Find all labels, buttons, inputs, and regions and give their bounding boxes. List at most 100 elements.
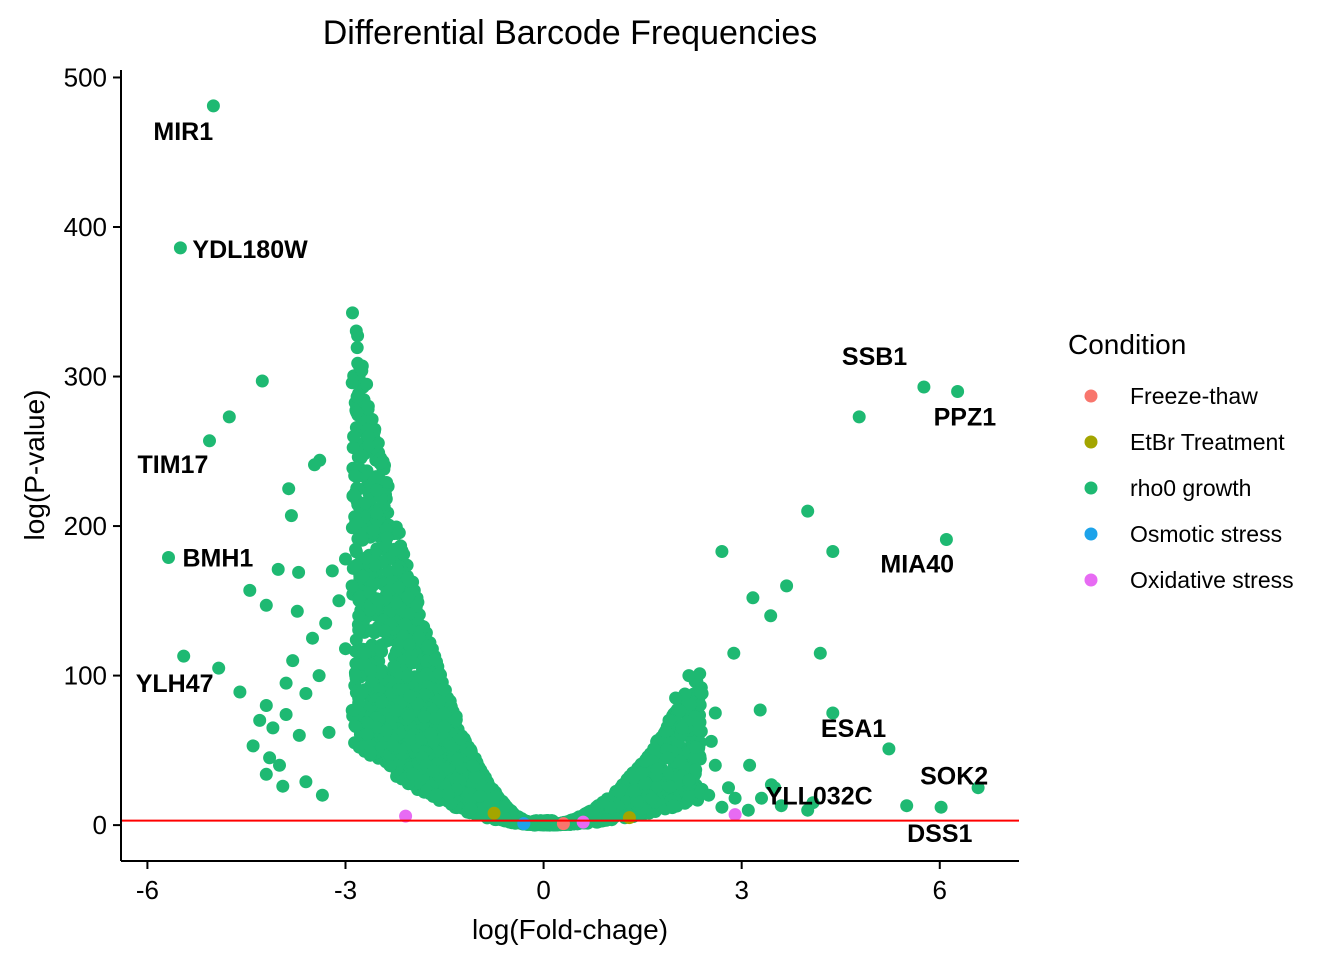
data-point	[364, 663, 378, 677]
y-tick-label: 400	[64, 212, 107, 242]
data-point	[464, 802, 478, 816]
plot-area: MIR1 YDL180W TIM17 BMH1 YLH47 SSB1 PPZ1 MIA40 ES…	[121, 99, 1019, 848]
data-point	[332, 594, 346, 608]
data-point	[537, 815, 551, 829]
data-point	[349, 559, 363, 572]
gene-label: YDL180W	[192, 236, 308, 264]
data-point	[401, 590, 415, 604]
labeled-data-point	[951, 385, 965, 398]
data-point	[319, 616, 333, 630]
data-point	[437, 682, 451, 696]
data-point	[852, 410, 866, 424]
data-point	[375, 695, 389, 709]
data-point	[421, 639, 435, 653]
legend-label: EtBr Treatment	[1130, 429, 1285, 455]
gene-label: MIA40	[880, 551, 954, 579]
data-point	[663, 780, 677, 794]
data-point	[689, 740, 702, 754]
data-point	[464, 745, 478, 759]
labeled-data-point	[917, 380, 931, 394]
data-point	[645, 792, 659, 806]
data-point	[361, 717, 375, 731]
data-point	[715, 545, 729, 558]
data-point	[728, 808, 742, 822]
data-point	[360, 727, 374, 741]
data-point	[346, 441, 360, 455]
data-point	[487, 806, 501, 820]
legend-key	[1084, 527, 1098, 541]
data-point	[355, 686, 369, 699]
data-point	[403, 689, 417, 703]
data-point	[688, 750, 702, 764]
labeled-data-point	[900, 799, 914, 813]
data-point	[347, 703, 361, 717]
data-point	[693, 667, 707, 681]
data-point	[349, 720, 363, 733]
data-point	[367, 524, 381, 537]
legend-label: rho0 growth	[1130, 475, 1251, 501]
data-point	[728, 791, 742, 805]
data-point	[402, 638, 416, 652]
data-point	[404, 732, 418, 746]
data-point	[660, 766, 674, 780]
data-point	[801, 803, 815, 817]
data-point	[774, 799, 788, 813]
data-point	[352, 594, 366, 607]
data-point	[753, 703, 767, 717]
data-point	[556, 817, 570, 831]
data-point	[370, 506, 384, 520]
gene-label: BMH1	[183, 545, 254, 573]
data-point	[315, 788, 329, 802]
data-point	[279, 676, 293, 690]
data-point	[391, 581, 405, 594]
data-point	[349, 324, 363, 338]
data-point	[308, 458, 321, 472]
data-point	[405, 655, 418, 669]
data-point	[576, 815, 590, 829]
data-point	[353, 360, 367, 374]
labeled-data-point	[162, 551, 175, 564]
data-point	[347, 488, 361, 502]
y-tick-label: 500	[64, 62, 107, 92]
data-point	[638, 754, 652, 768]
data-point	[373, 642, 387, 655]
data-point	[350, 516, 364, 530]
data-point	[346, 306, 359, 320]
data-point	[704, 734, 718, 748]
data-point	[259, 598, 273, 612]
data-point	[683, 697, 697, 711]
data-point	[306, 631, 319, 645]
data-point	[627, 785, 640, 798]
data-point	[702, 788, 716, 802]
data-point	[255, 374, 269, 388]
y-ticks: 0 100 200 300 400 500	[64, 62, 121, 840]
legend-label: Osmotic stress	[1130, 521, 1282, 547]
data-point	[650, 762, 664, 776]
data-point	[259, 699, 273, 712]
x-axis: -6 -3 0 3 6 log(Fold-chage)	[121, 860, 1019, 945]
y-tick-label: 200	[64, 511, 107, 541]
gene-label: PPZ1	[934, 404, 997, 432]
data-point	[741, 803, 755, 817]
data-point	[385, 738, 399, 752]
data-point	[345, 376, 359, 390]
data-point	[365, 674, 379, 688]
data-point	[322, 725, 336, 739]
data-point	[389, 704, 403, 717]
legend-label: Freeze-thaw	[1130, 383, 1258, 409]
data-point	[212, 661, 226, 675]
data-point	[402, 709, 416, 723]
data-point	[361, 430, 375, 444]
data-point	[279, 708, 293, 721]
legend-label: Oxidative stress	[1130, 567, 1294, 593]
labeled-data-point	[203, 434, 216, 448]
data-point	[673, 754, 687, 768]
data-point	[708, 758, 722, 772]
data-point	[233, 685, 247, 699]
gene-label: ESA1	[821, 715, 886, 743]
data-point	[390, 562, 404, 576]
data-point	[378, 624, 392, 638]
data-point	[755, 791, 768, 805]
data-point	[253, 713, 267, 727]
data-point	[466, 759, 480, 773]
